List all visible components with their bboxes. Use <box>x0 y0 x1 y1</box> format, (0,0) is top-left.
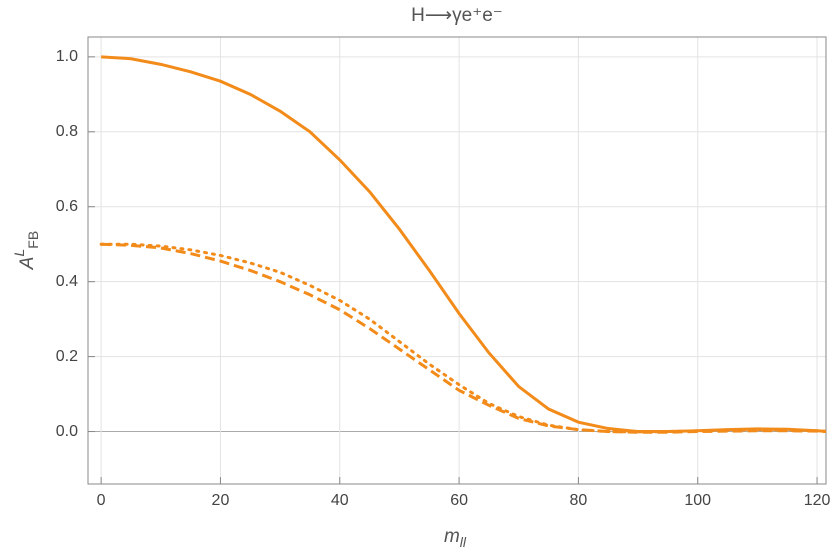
x-label-base: m <box>444 526 460 547</box>
x-tick-label: 120 <box>804 492 830 509</box>
x-tick-label: 40 <box>331 492 349 509</box>
y-label-sub: FB <box>25 231 41 249</box>
x-tick-label: 100 <box>684 492 711 509</box>
y-label-sup: L <box>11 249 27 257</box>
y-label-base: A <box>17 257 38 271</box>
x-label-sub: ll <box>460 534 467 550</box>
chart-title: H⟶γe⁺e⁻ <box>411 5 503 26</box>
y-tick-label: 0.8 <box>56 123 78 140</box>
x-tick-label: 60 <box>450 492 468 509</box>
y-tick-label: 0.2 <box>56 348 78 365</box>
y-axis-label: ALFB <box>11 231 41 270</box>
y-tick-label: 0.6 <box>56 198 78 215</box>
y-tick-label: 1.0 <box>56 48 78 65</box>
x-axis-label: mll <box>444 526 467 550</box>
x-tick-label: 20 <box>212 492 230 509</box>
y-tick-label: 0.0 <box>56 423 78 440</box>
x-tick-label: 0 <box>97 492 106 509</box>
line-series <box>101 55 826 434</box>
y-tick-label: 0.4 <box>56 273 78 290</box>
line-series <box>101 242 826 434</box>
line-series <box>99 242 826 434</box>
x-tick-label: 80 <box>570 492 588 509</box>
plot-frame <box>87 36 827 485</box>
